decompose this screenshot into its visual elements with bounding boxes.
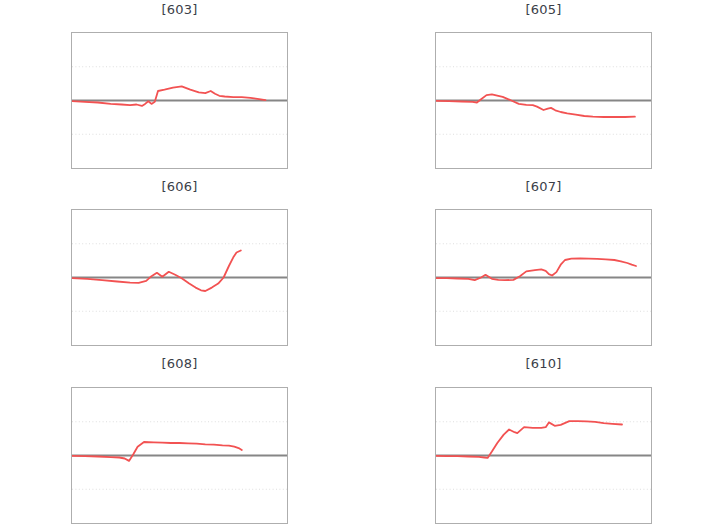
line-chart-605 (436, 33, 651, 168)
chart-title-606: [606] (71, 179, 288, 195)
chart-title-608: [608] (71, 356, 288, 372)
line-chart-610 (436, 388, 651, 523)
subplot-605 (435, 32, 652, 169)
subplot-610 (435, 387, 652, 524)
chart-title-610: [610] (435, 356, 652, 372)
subplot-607 (435, 209, 652, 346)
series-line (72, 251, 241, 292)
sparkline-grid-figure: [603] [605] [606] [607] [608] [610] (0, 0, 728, 529)
chart-title-603: [603] (71, 2, 288, 18)
series-line (72, 442, 242, 461)
line-chart-603 (72, 33, 287, 168)
chart-title-607: [607] (435, 179, 652, 195)
line-chart-608 (72, 388, 287, 523)
subplot-603 (71, 32, 288, 169)
series-line (436, 421, 622, 458)
line-chart-606 (72, 210, 287, 345)
subplot-606 (71, 209, 288, 346)
series-line (436, 94, 635, 117)
series-line (72, 86, 266, 106)
chart-title-605: [605] (435, 2, 652, 18)
line-chart-607 (436, 210, 651, 345)
subplot-608 (71, 387, 288, 524)
